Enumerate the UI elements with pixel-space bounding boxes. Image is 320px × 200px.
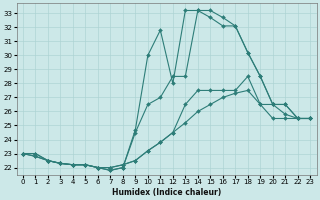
X-axis label: Humidex (Indice chaleur): Humidex (Indice chaleur) bbox=[112, 188, 221, 197]
